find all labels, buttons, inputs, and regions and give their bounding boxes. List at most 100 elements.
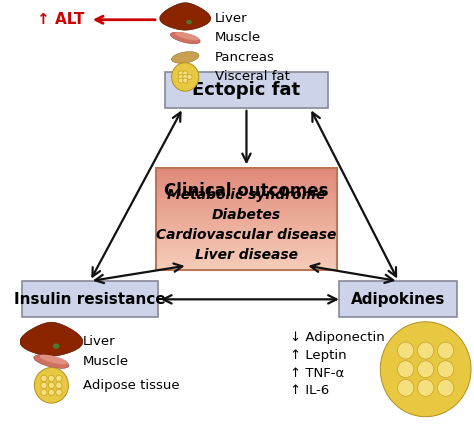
- Bar: [156, 210, 337, 212]
- Ellipse shape: [418, 361, 434, 378]
- Ellipse shape: [56, 382, 62, 388]
- Bar: [156, 168, 337, 170]
- Ellipse shape: [170, 32, 200, 44]
- FancyBboxPatch shape: [165, 72, 328, 108]
- Text: Adipose tissue: Adipose tissue: [83, 379, 180, 392]
- Bar: [156, 224, 337, 226]
- Bar: [156, 207, 337, 209]
- Ellipse shape: [398, 342, 414, 359]
- Bar: [156, 198, 337, 200]
- Bar: [156, 246, 337, 248]
- Bar: [156, 181, 337, 183]
- Bar: [156, 231, 337, 232]
- Bar: [156, 227, 337, 229]
- Bar: [156, 188, 337, 190]
- Ellipse shape: [418, 342, 434, 359]
- Bar: [156, 171, 337, 173]
- Bar: [156, 193, 337, 195]
- Bar: [156, 261, 337, 263]
- Bar: [156, 255, 337, 256]
- Bar: [156, 239, 337, 241]
- Text: Liver: Liver: [83, 335, 116, 348]
- Bar: [156, 205, 337, 207]
- Ellipse shape: [183, 71, 188, 76]
- Bar: [156, 178, 337, 180]
- Bar: [156, 243, 337, 244]
- Bar: [156, 176, 337, 178]
- Bar: [156, 265, 337, 266]
- Text: ↑ ALT: ↑ ALT: [37, 12, 84, 27]
- Ellipse shape: [178, 74, 183, 79]
- Text: Metabolic syndrome
Diabetes
Cardiovascular disease
Liver disease: Metabolic syndrome Diabetes Cardiovascul…: [156, 188, 337, 262]
- Bar: [156, 232, 337, 234]
- Ellipse shape: [175, 32, 199, 40]
- Text: Liver: Liver: [215, 12, 247, 25]
- Bar: [156, 204, 337, 205]
- Ellipse shape: [48, 375, 55, 382]
- Text: Insulin resistance: Insulin resistance: [14, 292, 166, 307]
- Ellipse shape: [41, 389, 47, 396]
- Bar: [156, 266, 337, 268]
- Ellipse shape: [48, 389, 55, 396]
- Bar: [156, 244, 337, 246]
- Bar: [156, 175, 337, 176]
- Bar: [156, 217, 337, 219]
- Ellipse shape: [183, 78, 188, 83]
- Bar: [156, 185, 337, 187]
- Bar: [156, 248, 337, 249]
- Bar: [156, 249, 337, 251]
- Bar: [156, 238, 337, 239]
- Bar: [156, 260, 337, 261]
- Text: Muscle: Muscle: [83, 355, 129, 368]
- Ellipse shape: [438, 380, 454, 397]
- Bar: [156, 173, 337, 175]
- Bar: [156, 170, 337, 171]
- Ellipse shape: [35, 368, 68, 403]
- Bar: [156, 190, 337, 192]
- Ellipse shape: [438, 342, 454, 359]
- Bar: [156, 251, 337, 253]
- Ellipse shape: [178, 71, 183, 76]
- Ellipse shape: [56, 375, 62, 382]
- Ellipse shape: [186, 20, 192, 24]
- Bar: [156, 222, 337, 224]
- Bar: [156, 197, 337, 198]
- Polygon shape: [20, 322, 83, 356]
- Bar: [156, 200, 337, 202]
- Ellipse shape: [172, 52, 199, 63]
- Text: Visceral fat: Visceral fat: [215, 71, 290, 83]
- Text: Adipokines: Adipokines: [351, 292, 446, 307]
- Bar: [156, 215, 337, 217]
- FancyBboxPatch shape: [339, 281, 457, 317]
- Bar: [156, 256, 337, 258]
- Text: ↑ Leptin: ↑ Leptin: [290, 349, 346, 362]
- Text: ↑ IL-6: ↑ IL-6: [290, 384, 329, 397]
- Text: Ectopic fat: Ectopic fat: [192, 81, 301, 99]
- Text: ↑ TNF-α: ↑ TNF-α: [290, 366, 344, 380]
- Bar: [156, 214, 337, 215]
- Bar: [156, 192, 337, 193]
- Text: ↓ Adiponectin: ↓ Adiponectin: [290, 331, 384, 344]
- Ellipse shape: [39, 354, 68, 364]
- Ellipse shape: [380, 322, 471, 416]
- Bar: [156, 187, 337, 188]
- Ellipse shape: [398, 380, 414, 397]
- Bar: [156, 241, 337, 243]
- Bar: [156, 183, 337, 185]
- Bar: [156, 221, 337, 222]
- FancyBboxPatch shape: [22, 281, 158, 317]
- Bar: [156, 212, 337, 214]
- Ellipse shape: [53, 343, 59, 349]
- Ellipse shape: [183, 74, 188, 79]
- Ellipse shape: [41, 375, 47, 382]
- Bar: [156, 258, 337, 260]
- Bar: [156, 226, 337, 227]
- Polygon shape: [160, 3, 210, 30]
- Bar: [156, 229, 337, 231]
- Ellipse shape: [56, 389, 62, 396]
- Bar: [156, 209, 337, 210]
- Ellipse shape: [172, 63, 199, 91]
- Ellipse shape: [438, 361, 454, 378]
- Bar: [156, 195, 337, 197]
- Ellipse shape: [418, 380, 434, 397]
